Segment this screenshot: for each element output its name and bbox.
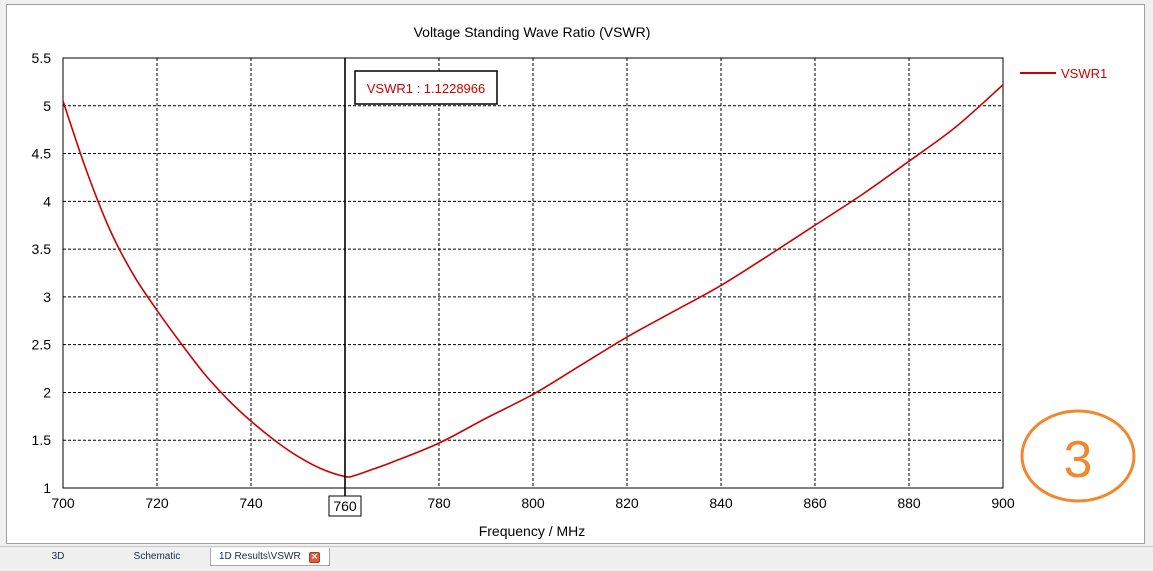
tab-1d-results-vswr[interactable]: 1D Results\VSWR × [210,548,330,566]
close-icon[interactable]: × [309,552,320,563]
x-tick-label: 900 [991,495,1015,511]
y-tick-label: 3.5 [32,241,52,257]
y-tick-label: 2 [43,384,51,400]
legend-label: VSWR1 [1061,66,1107,81]
x-tick-label: 720 [145,495,169,511]
marker-value-label: VSWR1 : 1.1228966 [367,81,486,96]
marker-x-box [328,495,362,517]
y-tick-label: 3 [43,289,51,305]
y-tick-label: 4 [43,193,51,209]
y-tick-label: 1.5 [32,432,52,448]
y-tick-label: 5 [43,98,51,114]
marker-value-box [354,70,498,105]
axis-ticks: 700 720 740 780 800 820 840 860 880 900 5.5 5 4.5 4 3.… [32,50,1015,511]
tab-3d-label: 3D [51,551,65,562]
x-tick-label: 780 [427,495,451,511]
y-tick-label: 2.5 [32,337,52,353]
y-tick-label: 5.5 [32,50,52,66]
x-tick-label: 860 [803,495,827,511]
marker-layer[interactable]: VSWR1 : 1.1228966 760 [328,58,498,517]
series-line-vswr1 [62,84,1004,478]
series-layer [62,84,1004,478]
tab-schematic-label: Schematic [133,551,181,562]
x-tick-label: 700 [51,495,75,511]
tab-bar: 3D Schematic 1D Results\VSWR × [0,546,1153,571]
legend[interactable]: VSWR1 [1020,66,1107,81]
x-tick-label: 840 [709,495,733,511]
tab-schematic[interactable]: Schematic [122,548,192,566]
x-tick-label: 740 [239,495,263,511]
marker-x-label: 760 [333,498,357,514]
x-tick-label: 820 [615,495,639,511]
x-axis-label: Frequency / MHz [479,523,586,539]
tab-1d-results-label: 1D Results\VSWR [219,551,301,562]
plot-panel: Voltage Standing Wave Ratio (VSWR) 700 72… [6,4,1145,544]
chart-title: Voltage Standing Wave Ratio (VSWR) [414,24,651,40]
tab-3d[interactable]: 3D [38,548,78,566]
grid-lines [63,58,1003,488]
vswr-chart: Voltage Standing Wave Ratio (VSWR) 700 72… [32,24,1136,539]
x-tick-label: 800 [521,495,545,511]
annotation-number: 3 [1064,431,1093,489]
annotation-circle [1020,409,1136,503]
y-tick-label: 4.5 [32,146,52,162]
y-tick-label: 1 [43,480,51,496]
x-tick-label: 880 [897,495,921,511]
